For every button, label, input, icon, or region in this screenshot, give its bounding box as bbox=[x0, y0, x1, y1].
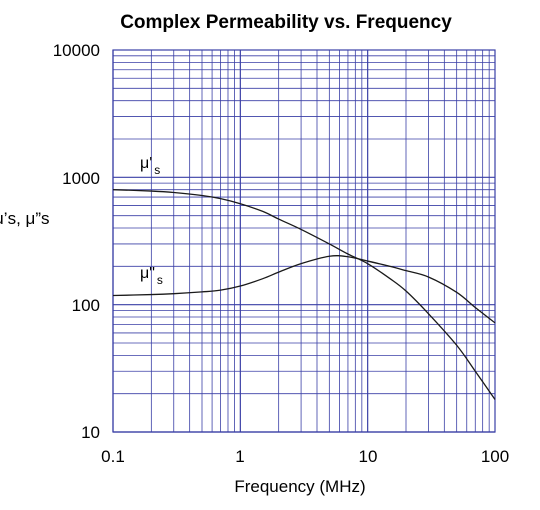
series-line-mu-prime bbox=[112, 189, 496, 400]
grid-minor bbox=[113, 50, 495, 432]
x-tick-label-100: 100 bbox=[481, 447, 509, 466]
x-tick-labels: 0.1 1 10 100 bbox=[101, 447, 509, 466]
y-tick-labels: 10000 1000 100 10 bbox=[53, 41, 100, 442]
y-tick-label-1000: 1000 bbox=[62, 169, 100, 188]
grid-major bbox=[112, 50, 495, 433]
y-tick-label-100: 100 bbox=[72, 296, 100, 315]
x-axis-label: Frequency (MHz) bbox=[234, 477, 365, 496]
y-tick-label-10000: 10000 bbox=[53, 41, 100, 60]
plot-frame bbox=[112, 49, 496, 433]
x-tick-label-10: 10 bbox=[359, 447, 378, 466]
y-axis-label: μ’s, μ”s bbox=[0, 209, 49, 228]
series-layer bbox=[112, 189, 496, 400]
series-label-mu-prime: μ' s bbox=[140, 155, 160, 177]
x-tick-label-0.1: 0.1 bbox=[101, 447, 125, 466]
y-tick-label-10: 10 bbox=[81, 423, 100, 442]
series-label-mu-double-prime: μ" s bbox=[140, 265, 163, 287]
x-tick-label-1: 1 bbox=[235, 447, 244, 466]
series-line-mu-double-prime bbox=[112, 255, 496, 324]
chart-title: Complex Permeability vs. Frequency bbox=[120, 12, 452, 33]
